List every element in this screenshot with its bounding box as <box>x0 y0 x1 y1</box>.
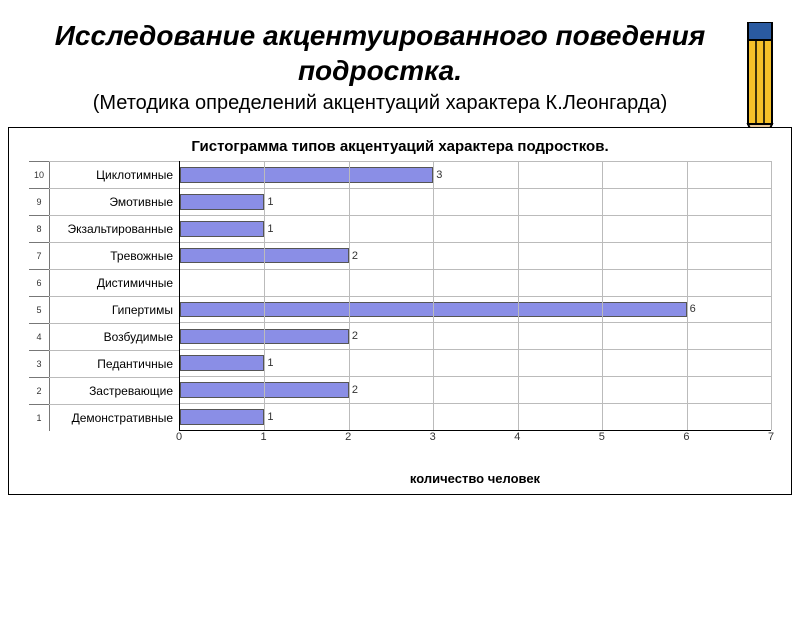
slide-title: Исследование акцентуированного поведения… <box>40 18 720 88</box>
y-group-label: 10 <box>29 161 49 188</box>
x-tick-label: 3 <box>430 431 436 443</box>
bar-row <box>180 269 771 296</box>
x-tick-label: 2 <box>345 431 351 443</box>
grid-line <box>602 161 603 430</box>
bar-row: 2 <box>180 322 771 349</box>
bar-row: 1 <box>180 188 771 215</box>
y-group-label: 5 <box>29 296 49 323</box>
y-group-label: 9 <box>29 188 49 215</box>
x-tick-label: 4 <box>514 431 520 443</box>
x-axis-label: количество человек <box>159 471 791 494</box>
bar-row: 3 <box>180 161 771 188</box>
y-category-label: Возбудимые <box>49 323 179 350</box>
y-category-label: Циклотимные <box>49 161 179 188</box>
x-axis: 0 1 2 3 4 5 6 7 <box>179 431 771 461</box>
y-group-label: 3 <box>29 350 49 377</box>
y-group-label: 7 <box>29 242 49 269</box>
grid-line <box>349 161 350 430</box>
y-category-axis: ЦиклотимныеЭмотивныеЭкзальтированныеТрев… <box>49 161 180 431</box>
bar: 1 <box>180 221 264 237</box>
y-category-label: Гипертимы <box>49 296 179 323</box>
x-tick-label: 5 <box>599 431 605 443</box>
bar-row: 6 <box>180 296 771 323</box>
y-category-label: Застревающие <box>49 377 179 404</box>
x-tick-label: 6 <box>683 431 689 443</box>
grid-line <box>771 161 772 430</box>
chart-container: Гистограмма типов акцентуаций характера … <box>8 127 792 495</box>
y-category-label: Педантичные <box>49 350 179 377</box>
grid-line <box>433 161 434 430</box>
bar: 1 <box>180 355 264 371</box>
y-group-label: 8 <box>29 215 49 242</box>
bar: 3 <box>180 167 433 183</box>
y-category-label: Эмотивные <box>49 188 179 215</box>
x-tick-label: 1 <box>261 431 267 443</box>
y-group-label: 4 <box>29 323 49 350</box>
x-tick-label: 7 <box>768 431 774 443</box>
bar-row: 2 <box>180 242 771 269</box>
grid-line <box>264 161 265 430</box>
grid-line <box>687 161 688 430</box>
y-group-label: 6 <box>29 269 49 296</box>
chart-title: Гистограмма типов акцентуаций характера … <box>9 128 791 161</box>
slide-subtitle: (Методика определений акцентуаций характ… <box>40 92 720 115</box>
y-group-label: 2 <box>29 377 49 404</box>
bar-row: 1 <box>180 215 771 242</box>
y-category-label: Дистимичные <box>49 269 179 296</box>
bars-region: 311262121 <box>179 161 771 431</box>
plot-area: 10987654321 ЦиклотимныеЭмотивныеЭкзальти… <box>29 161 771 461</box>
bar: 1 <box>180 409 264 425</box>
bar-row: 1 <box>180 349 771 376</box>
y-category-label: Демонстративные <box>49 404 179 431</box>
bar-row: 1 <box>180 403 771 430</box>
y-category-label: Экзальтированные <box>49 215 179 242</box>
bar: 1 <box>180 194 264 210</box>
grid-line <box>518 161 519 430</box>
x-tick-label: 0 <box>176 431 182 443</box>
y-category-label: Тревожные <box>49 242 179 269</box>
y-group-label: 1 <box>29 404 49 431</box>
bar-row: 2 <box>180 376 771 403</box>
y-group-axis: 10987654321 <box>29 161 50 431</box>
